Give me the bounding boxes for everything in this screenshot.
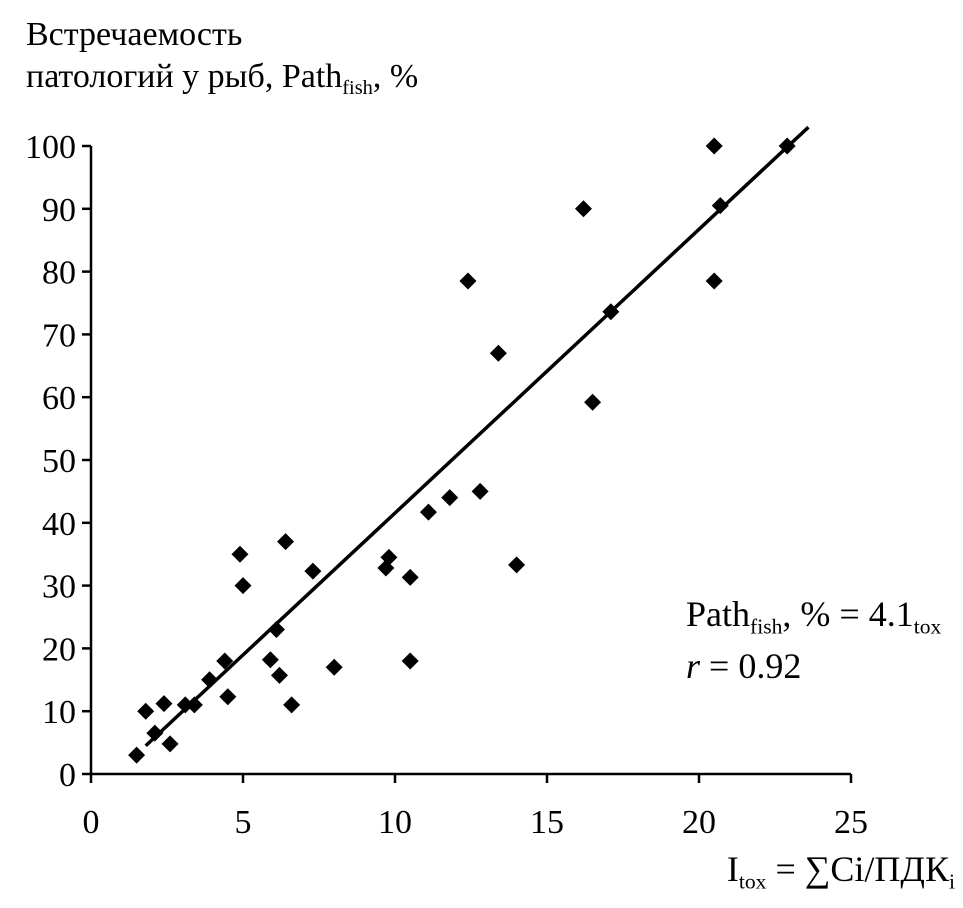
- data-point: [185, 696, 203, 714]
- data-point: [705, 137, 723, 155]
- x-label-mid: = ∑Ci/ПДК: [766, 849, 949, 889]
- data-point: [711, 197, 729, 215]
- data-point: [267, 621, 285, 639]
- y-label-end: , %: [372, 58, 419, 95]
- y-tick-label: 30: [42, 569, 76, 606]
- data-point: [234, 577, 252, 595]
- data-point: [459, 272, 477, 290]
- y-tick-label: 60: [42, 380, 76, 417]
- r-value: = 0.92: [700, 646, 802, 686]
- data-point: [128, 746, 146, 764]
- x-tick-label: 20: [682, 804, 716, 841]
- x-axis-label: Itox = ∑Ci/ПДКi: [726, 848, 955, 892]
- data-point: [283, 696, 301, 714]
- data-point: [489, 344, 507, 362]
- data-point: [201, 671, 219, 689]
- y-tick-label: 40: [42, 506, 76, 543]
- eq-mid: , % = 4.1: [782, 594, 914, 634]
- x-tick-label: 10: [378, 804, 412, 841]
- correlation-coefficient: r = 0.92: [686, 640, 941, 692]
- data-point: [219, 688, 237, 706]
- data-point: [277, 533, 295, 551]
- data-point: [146, 724, 164, 742]
- ticks: 0 5 10 15 20 25 0 10 20 30 40 50 60 70 80 90 100: [25, 129, 868, 841]
- x-label-sub2: i: [949, 869, 955, 894]
- y-axis-label-line2: патологий у рыб, Pathfish, %: [26, 56, 418, 98]
- data-point: [419, 503, 437, 521]
- data-point: [401, 568, 419, 586]
- data-point: [471, 482, 489, 500]
- data-points: [128, 137, 796, 764]
- r-symbol: r: [686, 646, 701, 686]
- x-label-sub: tox: [738, 869, 767, 894]
- data-point: [584, 393, 602, 411]
- y-tick-label: 0: [59, 757, 76, 794]
- x-tick-label: 15: [530, 804, 564, 841]
- data-point: [216, 652, 234, 670]
- data-point: [401, 652, 419, 670]
- data-point: [380, 548, 398, 566]
- y-tick-label: 10: [42, 694, 76, 731]
- y-axis-label: Встречаемость патологий у рыб, Pathfish,…: [26, 14, 418, 98]
- y-axis-label-line1: Встречаемость: [26, 16, 243, 53]
- eq-main: Path: [686, 594, 751, 634]
- data-point: [304, 562, 322, 580]
- y-tick-label: 80: [42, 255, 76, 292]
- y-tick-label: 100: [25, 129, 76, 166]
- data-point: [137, 702, 155, 720]
- x-tick-label: 25: [834, 804, 868, 841]
- data-point: [161, 735, 179, 753]
- trend-line: [144, 125, 810, 748]
- data-point: [155, 695, 173, 713]
- data-point: [261, 651, 279, 669]
- data-point: [270, 666, 288, 684]
- regression-annotation: Pathfish, % = 4.1tox r = 0.92: [686, 588, 941, 692]
- x-label-main: I: [726, 849, 739, 889]
- data-point: [176, 696, 194, 714]
- y-tick-label: 20: [42, 631, 76, 668]
- data-point: [508, 556, 526, 574]
- y-tick-label: 70: [42, 317, 76, 354]
- data-point: [705, 272, 723, 290]
- y-label-sub: fish: [342, 77, 373, 100]
- data-point: [778, 137, 796, 155]
- x-tick-label: 5: [235, 804, 252, 841]
- data-point: [602, 303, 620, 321]
- y-tick-label: 50: [42, 443, 76, 480]
- eq-sub2: tox: [913, 614, 942, 639]
- x-tick-label: 0: [83, 804, 100, 841]
- y-tick-label: 90: [42, 192, 76, 229]
- regression-equation: Pathfish, % = 4.1tox: [686, 588, 941, 640]
- y-label-main: патологий у рыб, Path: [26, 58, 343, 95]
- eq-sub: fish: [750, 614, 783, 639]
- data-point: [325, 658, 343, 676]
- data-point: [574, 200, 592, 218]
- data-point: [231, 545, 249, 563]
- data-point: [441, 489, 459, 507]
